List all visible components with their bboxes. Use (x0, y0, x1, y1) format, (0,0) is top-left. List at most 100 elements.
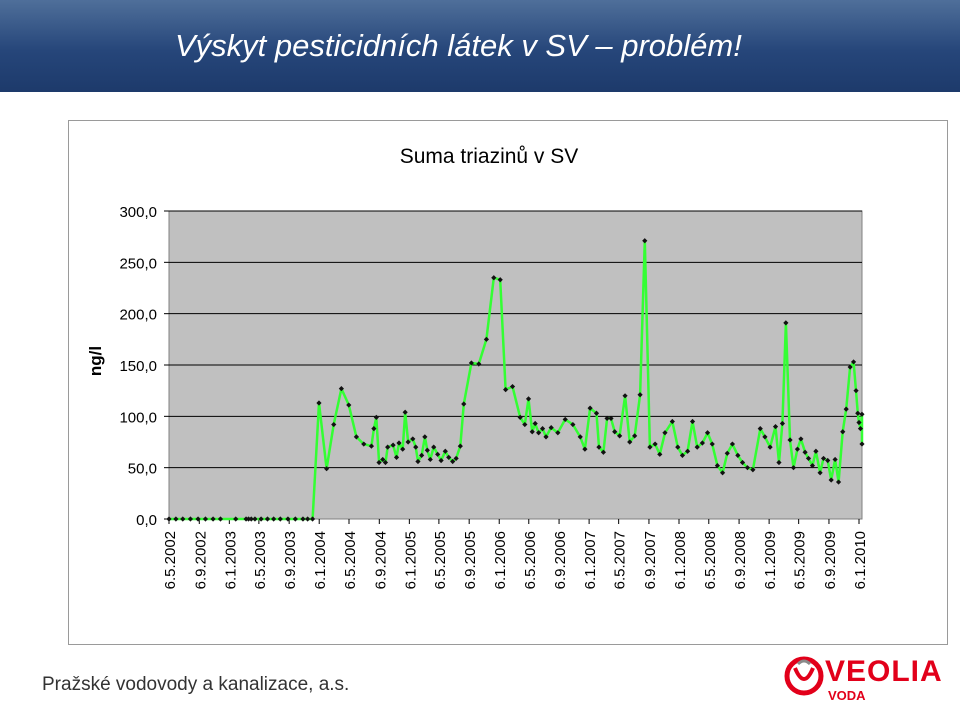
data-point (612, 429, 618, 435)
data-point (405, 439, 411, 445)
data-point (368, 443, 375, 449)
data-point (856, 419, 862, 426)
data-point (647, 444, 653, 450)
x-tick-label: 6.5.2007 (612, 531, 629, 589)
data-point (843, 406, 849, 412)
data-point (525, 396, 532, 402)
data-point (509, 383, 516, 390)
x-tick-label: 6.5.2004 (342, 531, 359, 589)
data-point (402, 409, 408, 415)
data-point (694, 444, 700, 450)
data-point (642, 238, 648, 244)
x-tick-label: 6.5.2006 (522, 531, 539, 589)
data-point (390, 442, 396, 448)
data-point (400, 446, 406, 452)
data-point (794, 446, 801, 452)
data-point (393, 454, 400, 460)
x-tick-label: 6.5.2008 (702, 531, 719, 589)
data-point (835, 479, 842, 485)
data-point (809, 463, 816, 469)
data-point (252, 516, 258, 522)
x-tick-label: 6.9.2004 (372, 531, 389, 589)
footer-company-name: Pražské vodovody a kanalizace, a.s. (42, 674, 350, 695)
data-point (413, 444, 419, 450)
data-point (604, 415, 610, 421)
data-point (679, 452, 686, 458)
data-point (371, 426, 377, 432)
data-point (453, 455, 459, 462)
data-point (739, 459, 746, 466)
data-point (331, 421, 337, 428)
data-point (817, 470, 823, 476)
x-tick-label: 6.9.2006 (552, 531, 569, 589)
data-point (353, 434, 359, 440)
data-point (709, 441, 715, 447)
data-point (233, 516, 239, 522)
data-point (410, 436, 416, 442)
data-point (704, 430, 711, 436)
data-point (376, 459, 382, 466)
data-point (373, 414, 379, 420)
y-tick-label: 250,0 (119, 255, 157, 272)
data-point (442, 448, 448, 454)
slide-header: Výskyt pesticidních látek v SV – problém… (0, 0, 960, 92)
data-point (582, 446, 588, 452)
data-point (657, 451, 663, 457)
data-point (419, 452, 425, 458)
data-point (719, 470, 726, 476)
data-point (847, 364, 853, 370)
logo-subtitle: VODA (828, 688, 866, 703)
data-point (424, 447, 430, 453)
data-point (744, 465, 751, 471)
x-tick-label: 6.5.2003 (252, 531, 269, 589)
data-point (637, 392, 643, 398)
data-point (853, 388, 859, 394)
data-point (292, 516, 298, 522)
data-point (859, 411, 865, 417)
data-point (431, 444, 437, 450)
data-point (210, 516, 216, 522)
data-point (202, 516, 209, 522)
y-axis-label: ng/l (86, 346, 105, 376)
data-point (787, 437, 793, 443)
x-tick-label: 6.1.2010 (852, 531, 869, 589)
data-point (662, 430, 668, 436)
data-point (857, 426, 864, 432)
data-point (699, 440, 705, 446)
x-tick-label: 6.5.2005 (432, 531, 449, 589)
data-point (798, 436, 804, 442)
data-point (450, 458, 456, 465)
data-point (772, 424, 779, 430)
data-point (539, 426, 546, 432)
data-point (248, 516, 254, 522)
data-point (305, 516, 311, 522)
data-point (724, 450, 730, 456)
logo-wordmark: VEOLIA (825, 655, 943, 688)
data-point (543, 434, 549, 440)
slide-title: Výskyt pesticidních látek v SV – problém… (175, 28, 742, 63)
data-point (446, 454, 452, 460)
data-point (669, 418, 675, 425)
x-tick-label: 6.1.2006 (492, 531, 509, 589)
chart-frame: Suma triazinů v SV ng/l 0,0 50,0 100,0 150,… (68, 120, 948, 645)
data-point (735, 452, 741, 458)
data-point (632, 433, 638, 439)
data-point (608, 415, 614, 421)
x-tick-label: 6.1.2008 (672, 531, 689, 589)
data-point (562, 416, 568, 423)
data-point (380, 456, 386, 463)
y-tick-label: 0,0 (136, 512, 157, 529)
data-point (361, 441, 367, 447)
data-point (714, 463, 721, 469)
data-point (685, 448, 691, 454)
data-point (468, 360, 474, 366)
data-point (536, 430, 542, 436)
data-point (491, 275, 497, 281)
data-point (396, 440, 402, 446)
data-point (805, 455, 812, 462)
data-point (729, 441, 736, 447)
x-tick-label: 6.9.2002 (192, 531, 209, 589)
data-point (532, 420, 538, 427)
x-tick-label: 6.1.2004 (312, 531, 329, 589)
data-point (258, 516, 264, 522)
